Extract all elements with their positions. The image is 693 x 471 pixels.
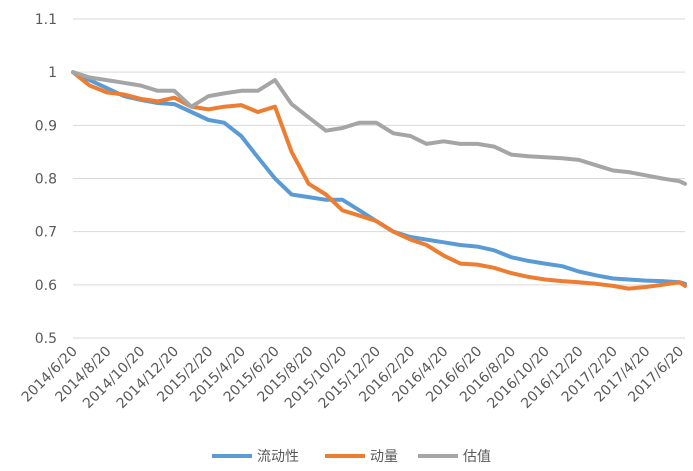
legend-label: 流动性 [257, 449, 299, 465]
legend-label: 估值 [463, 449, 491, 465]
y-tick-label: 1.1 [35, 12, 57, 28]
series-line [71, 70, 687, 291]
y-tick-label: 0.5 [35, 331, 57, 347]
series-line [71, 70, 687, 186]
y-tick-label: 1 [48, 65, 57, 81]
legend: 流动性 动量 估值 [212, 449, 491, 465]
y-tick-label: 0.8 [35, 172, 57, 188]
y-tick-label: 0.6 [35, 278, 57, 294]
y-tick-label: 0.9 [35, 118, 57, 134]
grid-lines [73, 18, 685, 339]
y-axis-ticks: 0.5 0.6 0.7 0.8 0.9 1 1.1 [35, 12, 57, 347]
x-axis: 2014/6/202014/8/202014/10/202014/12/2020… [19, 344, 688, 412]
legend-label: 动量 [370, 449, 398, 465]
y-tick-label: 0.7 [35, 225, 57, 241]
series-lines [71, 70, 687, 291]
